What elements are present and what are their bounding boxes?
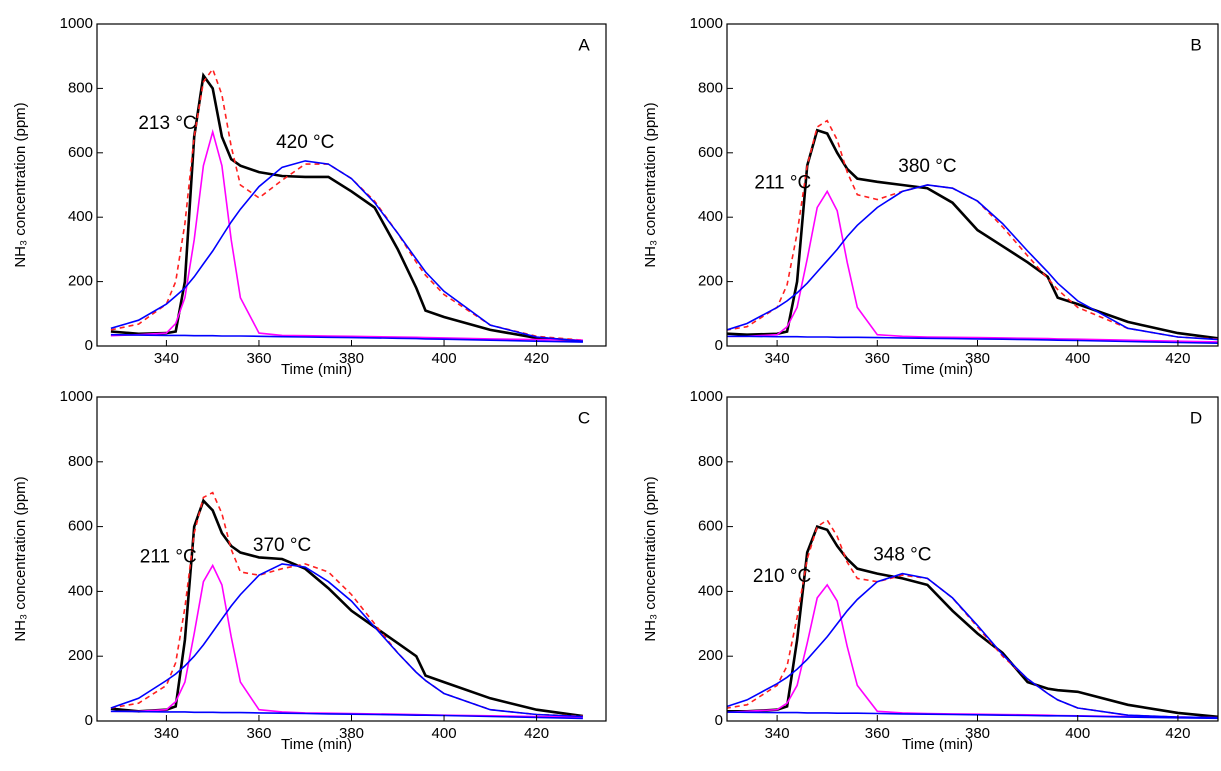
x-tick-label: 400 [1065, 350, 1090, 367]
series-line [727, 184, 1218, 341]
x-tick-label: 340 [765, 725, 790, 742]
y-axis-label: NH₃ concentration (ppm) [642, 102, 659, 267]
peak-label: 211 °C [140, 546, 197, 567]
y-tick-label: 400 [68, 208, 93, 225]
y-tick-label: 1000 [60, 388, 93, 405]
series-line [727, 518, 1218, 719]
series-line [727, 572, 1218, 719]
y-tick-label: 1000 [60, 15, 93, 32]
series-line [110, 491, 583, 717]
y-tick-label: 200 [698, 647, 723, 664]
y-tick-label: 600 [68, 518, 93, 535]
x-tick-label: 340 [765, 350, 790, 367]
x-tick-label: 400 [1065, 725, 1090, 742]
series-line [727, 583, 1218, 719]
x-axis-label: Time (min) [902, 736, 973, 753]
series-line [727, 335, 1218, 345]
panel: 211 °C 370 °C 0 200 400 600 800 1000 340 360 380 40… [12, 388, 607, 753]
plot-frame [726, 23, 1219, 347]
x-tick-label: 400 [432, 725, 457, 742]
y-axis-label: NH₃ concentration (ppm) [12, 476, 29, 641]
series-line [727, 711, 1218, 720]
y-tick-label: 0 [715, 712, 723, 729]
panel-label: D [1190, 408, 1202, 427]
y-tick-label: 200 [68, 273, 93, 290]
peak-label: 210 °C [753, 566, 811, 587]
x-tick-label: 420 [524, 725, 549, 742]
series-line [110, 563, 583, 718]
x-tick-label: 340 [154, 350, 179, 367]
peak-label: 380 °C [898, 156, 956, 177]
peak-label: 211 °C [754, 172, 811, 193]
panel: 213 °C 420 °C 0 200 400 600 800 1000 340 360 380 40… [12, 15, 607, 378]
x-tick-label: 360 [865, 350, 890, 367]
peak-label: 420 °C [276, 132, 334, 153]
series-line [110, 498, 584, 718]
series-line [110, 333, 583, 343]
y-axis-label: NH₃ concentration (ppm) [642, 476, 659, 641]
y-tick-label: 600 [698, 518, 723, 535]
y-tick-label: 600 [68, 144, 93, 161]
x-tick-label: 380 [339, 725, 364, 742]
series-line [727, 189, 1218, 343]
y-tick-label: 200 [68, 647, 93, 664]
panel: 210 °C 348 °C 0 200 400 600 800 1000 340 360 380 40… [642, 388, 1219, 753]
y-tick-label: 1000 [690, 15, 723, 32]
y-tick-label: 400 [698, 208, 723, 225]
y-tick-label: 800 [68, 453, 93, 470]
panel-label: B [1190, 35, 1201, 54]
x-tick-label: 420 [524, 350, 549, 367]
x-tick-label: 340 [154, 725, 179, 742]
y-tick-label: 800 [698, 453, 723, 470]
y-tick-label: 0 [85, 712, 93, 729]
x-tick-label: 360 [246, 725, 271, 742]
series-line [110, 67, 583, 341]
panel-label: C [578, 408, 590, 427]
peak-label: 213 °C [138, 113, 196, 134]
x-axis-label: Time (min) [281, 361, 352, 378]
y-tick-label: 400 [68, 582, 93, 599]
y-tick-label: 0 [715, 337, 723, 354]
x-axis-label: Time (min) [281, 736, 352, 753]
y-tick-label: 800 [698, 79, 723, 96]
series-line [110, 128, 583, 341]
series-line [727, 524, 1218, 719]
y-tick-label: 200 [698, 273, 723, 290]
series-line [727, 128, 1218, 340]
x-tick-label: 400 [432, 350, 457, 367]
panel: 211 °C 380 °C 0 200 400 600 800 1000 340 360 380 40… [642, 15, 1219, 378]
peak-label: 348 °C [873, 545, 931, 566]
y-tick-label: 800 [68, 79, 93, 96]
plot-frame [726, 396, 1219, 722]
x-tick-label: 380 [339, 350, 364, 367]
series-line [110, 160, 583, 342]
y-tick-label: 1000 [690, 388, 723, 405]
y-tick-label: 0 [85, 337, 93, 354]
x-tick-label: 420 [1165, 725, 1190, 742]
x-axis-label: Time (min) [902, 361, 973, 378]
x-tick-label: 380 [965, 725, 990, 742]
panel-label: A [578, 35, 590, 54]
x-tick-label: 360 [865, 725, 890, 742]
series-line [110, 563, 583, 718]
series-line [110, 710, 583, 720]
x-tick-label: 420 [1165, 350, 1190, 367]
y-tick-label: 600 [698, 144, 723, 161]
y-axis-label: NH₃ concentration (ppm) [12, 102, 29, 267]
x-tick-label: 360 [246, 350, 271, 367]
y-tick-label: 400 [698, 582, 723, 599]
peak-label: 370 °C [253, 535, 311, 556]
x-tick-label: 380 [965, 350, 990, 367]
